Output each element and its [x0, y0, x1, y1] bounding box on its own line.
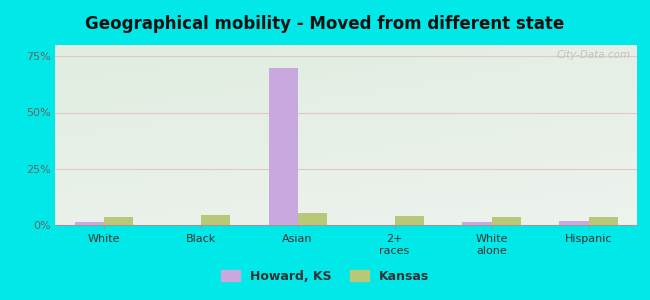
Bar — [588, 217, 618, 225]
Bar — [75, 222, 104, 225]
Bar — [298, 213, 327, 225]
Bar — [560, 220, 588, 225]
Text: Geographical mobility - Moved from different state: Geographical mobility - Moved from diffe… — [85, 15, 565, 33]
Bar — [491, 217, 521, 225]
Bar — [463, 222, 491, 225]
Text: City-Data.com: City-Data.com — [557, 50, 631, 60]
Bar — [201, 215, 230, 225]
Bar — [395, 216, 424, 225]
Bar — [268, 68, 298, 225]
Bar — [104, 217, 133, 225]
Legend: Howard, KS, Kansas: Howard, KS, Kansas — [216, 265, 434, 288]
